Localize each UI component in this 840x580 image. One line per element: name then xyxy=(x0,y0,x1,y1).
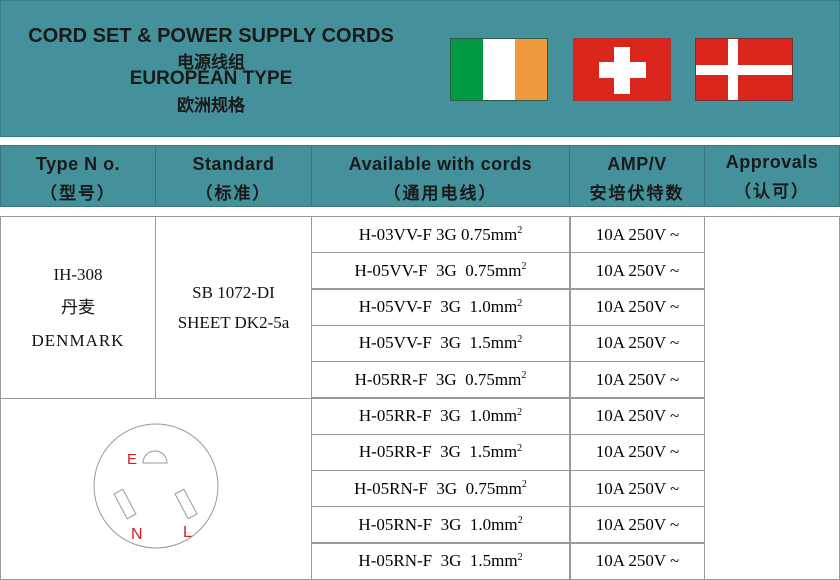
standard-line1: SB 1072-DI xyxy=(192,282,275,302)
cord-cell: H-05RN-F 3G 0.75mm 2 xyxy=(311,470,570,508)
column-header-approvals: Approvals （认可） xyxy=(705,145,840,207)
title-banner: CORD SET & POWER SUPPLY CORDS 电源线组 EUROP… xyxy=(0,0,840,137)
live-label: L xyxy=(183,524,192,541)
title-en: CORD SET & POWER SUPPLY CORDS xyxy=(28,25,394,47)
amp-cell: 10A 250V ~ xyxy=(570,506,705,544)
plug-diagram-cell: E N L xyxy=(0,398,312,580)
amp-cell: 10A 250V ~ xyxy=(570,324,705,362)
subtitle-en: EUROPEAN TYPE xyxy=(129,68,293,89)
amp-cell: 10A 250V ~ xyxy=(570,361,705,399)
subtitle-zh: 欧洲规格 xyxy=(177,96,245,115)
ireland-flag-icon xyxy=(450,38,548,101)
amp-cell: 10A 250V ~ xyxy=(570,542,705,580)
neutral-label: N xyxy=(131,526,143,543)
live-pin-icon xyxy=(174,488,198,520)
amp-cell: 10A 250V ~ xyxy=(570,288,705,326)
amp-cell: 10A 250V ~ xyxy=(570,397,705,435)
standard-cell: SB 1072-DI SHEET DK2-5a xyxy=(155,216,312,399)
cord-cell: H-05RN-F 3G 1.5mm 2 xyxy=(311,542,570,580)
standard-line2: SHEET DK2-5a xyxy=(177,312,290,332)
switzerland-flag-icon xyxy=(573,38,671,101)
amp-cell: 10A 250V ~ xyxy=(570,216,705,253)
cord-cell: H-05RR-F 3G 1.0mm 2 xyxy=(311,397,570,435)
column-header-amp: AMP/V 安培伏特数 xyxy=(570,145,705,207)
cord-cell: H-03VV-F 3G 0.75mm 2 xyxy=(311,216,570,253)
country-en: DENMARK xyxy=(31,331,125,350)
cord-cell: H-05RR-F 3G 0.75mm 2 xyxy=(311,361,570,399)
earth-pin-icon xyxy=(142,450,168,464)
neutral-pin-icon xyxy=(113,488,137,520)
earth-label: E xyxy=(127,451,137,468)
title-zh: 电源线组 xyxy=(177,53,245,72)
amp-cell: 10A 250V ~ xyxy=(570,433,705,471)
country-zh: 丹麦 xyxy=(61,298,95,317)
approvals-cell xyxy=(704,216,840,580)
cord-cell: H-05RR-F 3G 1.5mm 2 xyxy=(311,433,570,471)
cord-cell: H-05VV-F 3G 1.0mm 2 xyxy=(311,288,570,326)
cord-cell: H-05RN-F 3G 1.0mm 2 xyxy=(311,506,570,544)
type-no: IH-308 xyxy=(53,265,103,284)
denmark-flag-icon xyxy=(695,38,793,101)
amp-cell: 10A 250V ~ xyxy=(570,470,705,508)
column-header-cords: Available with cords （通用电线） xyxy=(312,145,570,207)
column-header-standard: Standard （标准） xyxy=(156,145,312,207)
amp-cell: 10A 250V ~ xyxy=(570,252,705,290)
cord-cell: H-05VV-F 3G 0.75mm 2 xyxy=(311,252,570,290)
cord-cell: H-05VV-F 3G 1.5mm 2 xyxy=(311,324,570,362)
type-cell: IH-308 丹麦 DENMARK xyxy=(0,216,156,399)
plug-face-diagram: E N L xyxy=(93,423,219,549)
column-header-type: Type N o. （型号） xyxy=(0,145,156,207)
